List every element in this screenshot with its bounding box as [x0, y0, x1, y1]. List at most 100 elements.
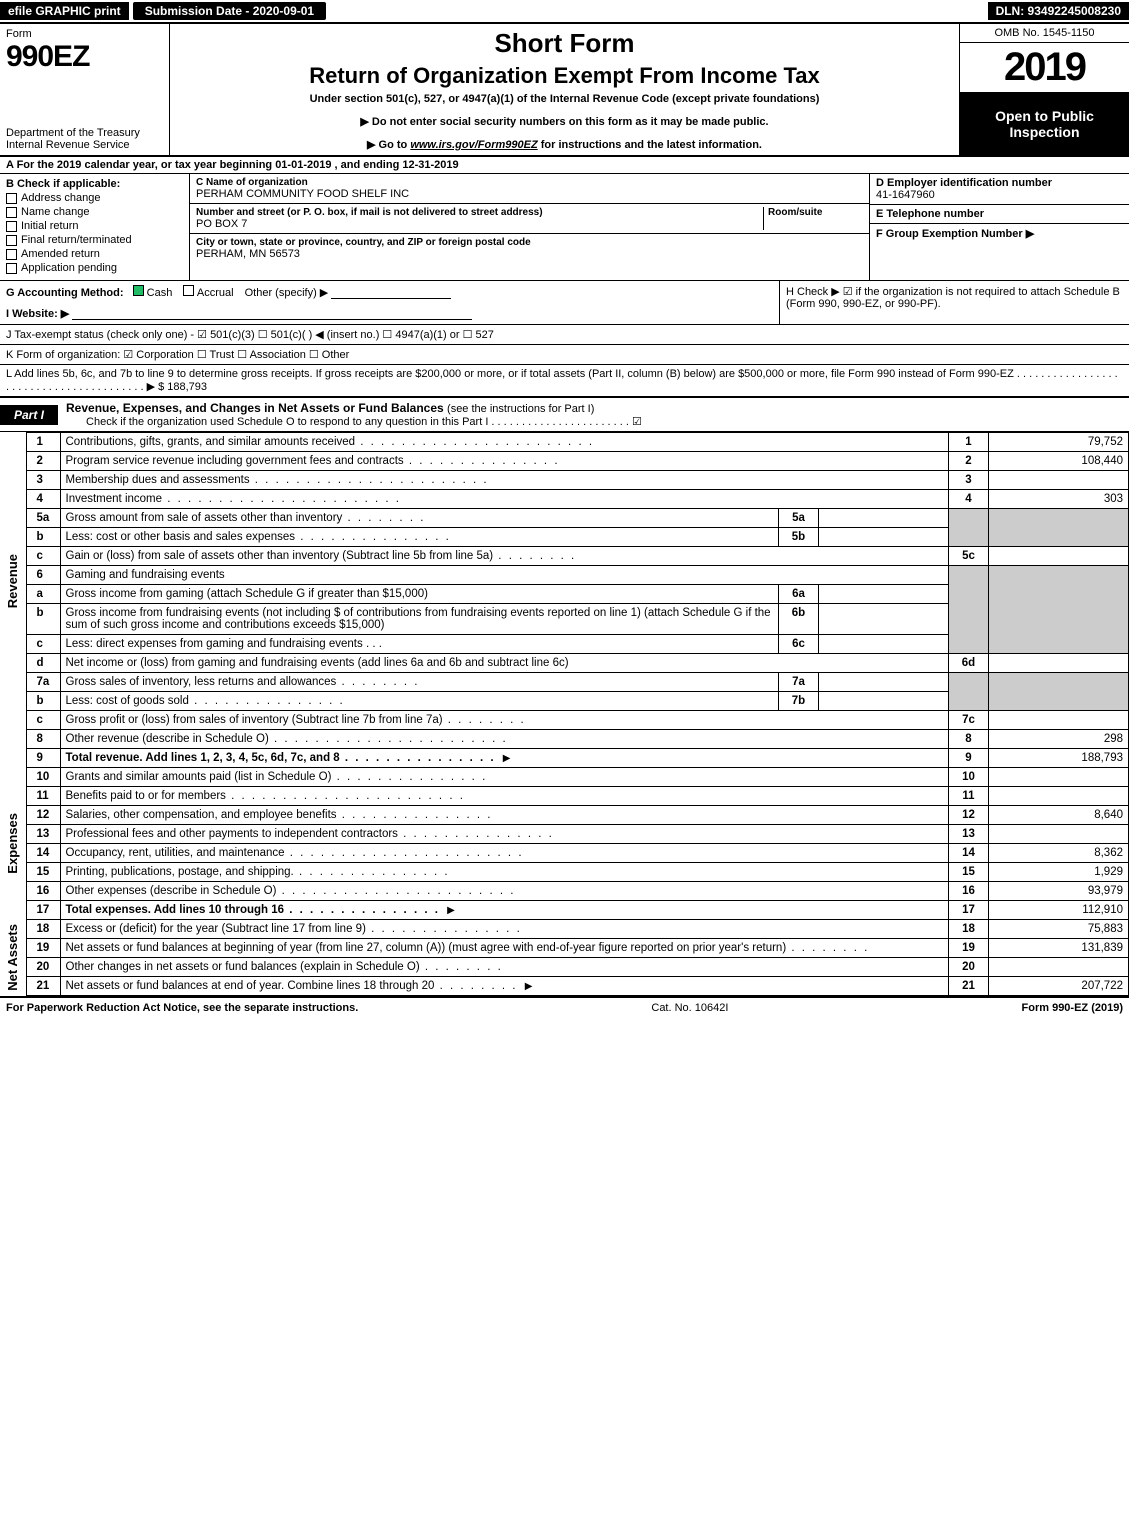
line-6c-subval [819, 635, 949, 654]
line-10-num: 10 [26, 768, 60, 787]
line-7a-subval [819, 673, 949, 692]
line-6-shade-amt [989, 566, 1129, 654]
form-header: Form 990EZ Department of the Treasury In… [0, 24, 1129, 157]
line-20-num: 20 [26, 958, 60, 977]
top-bar: efile GRAPHIC print Submission Date - 20… [0, 0, 1129, 24]
line-17-amt: 112,910 [989, 901, 1129, 920]
line-15-rnum: 15 [949, 863, 989, 882]
tel-label: E Telephone number [876, 208, 1123, 220]
line-19-rnum: 19 [949, 939, 989, 958]
footer-form: Form 990-EZ (2019) [1022, 1002, 1123, 1014]
line-3-desc: Membership dues and assessments [66, 474, 489, 486]
line-5b-num: b [26, 528, 60, 547]
submission-date: Submission Date - 2020-09-01 [133, 2, 326, 20]
website-field[interactable] [72, 308, 472, 320]
line-6d-rnum: 6d [949, 654, 989, 673]
notice2-post: for instructions and the latest informat… [538, 139, 762, 151]
ssn-notice: ▶ Do not enter social security numbers o… [178, 115, 951, 128]
line-12-amt: 8,640 [989, 806, 1129, 825]
netassets-side-label: Net Assets [0, 920, 26, 996]
line-8-desc: Other revenue (describe in Schedule O) [66, 733, 508, 745]
line-6d-desc: Net income or (loss) from gaming and fun… [60, 654, 949, 673]
line-11-desc: Benefits paid to or for members [66, 790, 465, 802]
line-1-desc: Contributions, gifts, grants, and simila… [66, 436, 595, 448]
header-center: Short Form Return of Organization Exempt… [170, 24, 959, 155]
line-6a-sub: 6a [779, 585, 819, 604]
checkbox-amended-return[interactable] [6, 249, 17, 260]
line-1-num: 1 [26, 433, 60, 452]
line-6c-desc: Less: direct expenses from gaming and fu… [66, 638, 363, 650]
line-5c-num: c [26, 547, 60, 566]
line-18-rnum: 18 [949, 920, 989, 939]
short-form-title: Short Form [178, 28, 951, 59]
line-7c-num: c [26, 711, 60, 730]
line-4-num: 4 [26, 490, 60, 509]
line-7b-subval [819, 692, 949, 711]
line-21-amt: 207,722 [989, 977, 1129, 996]
line-6a-desc: Gross income from gaming (attach Schedul… [60, 585, 779, 604]
department-label: Department of the Treasury Internal Reve… [6, 127, 163, 151]
arrow-icon [521, 980, 537, 992]
return-title: Return of Organization Exempt From Incom… [178, 63, 951, 89]
revenue-side-label: Revenue [0, 433, 26, 730]
line-17-rnum: 17 [949, 901, 989, 920]
line-20-amt [989, 958, 1129, 977]
part1-title-text: Revenue, Expenses, and Changes in Net As… [66, 401, 447, 415]
footer: For Paperwork Reduction Act Notice, see … [0, 996, 1129, 1018]
other-specify-field[interactable] [331, 287, 451, 299]
accounting-method-label: G Accounting Method: [6, 287, 124, 299]
website-label: I Website: ▶ [6, 308, 69, 320]
line-19-num: 19 [26, 939, 60, 958]
checkbox-name-change[interactable] [6, 207, 17, 218]
line-9-desc: Total revenue. Add lines 1, 2, 3, 4, 5c,… [66, 752, 496, 764]
footer-cat: Cat. No. 10642I [358, 1002, 1021, 1014]
line-7ab-shade-amt [989, 673, 1129, 711]
section-b: B Check if applicable: Address change Na… [0, 174, 190, 280]
line-19-amt: 131,839 [989, 939, 1129, 958]
part1-subtitle: (see the instructions for Part I) [447, 403, 594, 415]
section-l: L Add lines 5b, 6c, and 7b to line 9 to … [0, 365, 1129, 398]
line-6d-amt [989, 654, 1129, 673]
label-accrual: Accrual [197, 287, 234, 299]
checkbox-initial-return[interactable] [6, 221, 17, 232]
ein-value: 41-1647960 [876, 189, 1123, 201]
notice2-pre: ▶ Go to [367, 139, 410, 151]
line-1-rnum: 1 [949, 433, 989, 452]
line-7a-sub: 7a [779, 673, 819, 692]
tax-year-period: A For the 2019 calendar year, or tax yea… [0, 157, 1129, 174]
line-18-amt: 75,883 [989, 920, 1129, 939]
street-label: Number and street (or P. O. box, if mail… [196, 207, 763, 218]
checkbox-accrual[interactable] [183, 285, 194, 296]
line-5a-subval [819, 509, 949, 528]
line-5b-sub: 5b [779, 528, 819, 547]
checkbox-application-pending[interactable] [6, 263, 17, 274]
line-9-amt: 188,793 [989, 749, 1129, 768]
line-15-amt: 1,929 [989, 863, 1129, 882]
line-16-desc: Other expenses (describe in Schedule O) [66, 885, 516, 897]
line-5ab-shade-amt [989, 509, 1129, 547]
line-8-amt: 298 [989, 730, 1129, 749]
line-6-shade [949, 566, 989, 654]
line-3-amt [989, 471, 1129, 490]
checkbox-cash[interactable] [133, 285, 144, 296]
line-6d-num: d [26, 654, 60, 673]
line-7b-sub: 7b [779, 692, 819, 711]
line-11-rnum: 11 [949, 787, 989, 806]
arrow-icon [443, 904, 459, 916]
line-7c-amt [989, 711, 1129, 730]
checkbox-final-return[interactable] [6, 235, 17, 246]
line-14-amt: 8,362 [989, 844, 1129, 863]
efile-label: efile GRAPHIC print [0, 2, 129, 20]
form-word: Form [6, 28, 163, 40]
form-number: 990EZ [6, 40, 163, 74]
line-2-desc: Program service revenue including govern… [66, 455, 560, 467]
expenses-side-label: Expenses [0, 768, 26, 920]
section-h: H Check ▶ ☑ if the organization is not r… [779, 281, 1129, 324]
line-8-num: 8 [26, 730, 60, 749]
irs-link[interactable]: www.irs.gov/Form990EZ [410, 139, 537, 151]
line-7a-desc: Gross sales of inventory, less returns a… [66, 676, 420, 688]
checkbox-address-change[interactable] [6, 193, 17, 204]
part1-title: Revenue, Expenses, and Changes in Net As… [58, 398, 1129, 431]
part1-table: Revenue 1 Contributions, gifts, grants, … [0, 432, 1129, 996]
city-value: PERHAM, MN 56573 [196, 248, 863, 260]
